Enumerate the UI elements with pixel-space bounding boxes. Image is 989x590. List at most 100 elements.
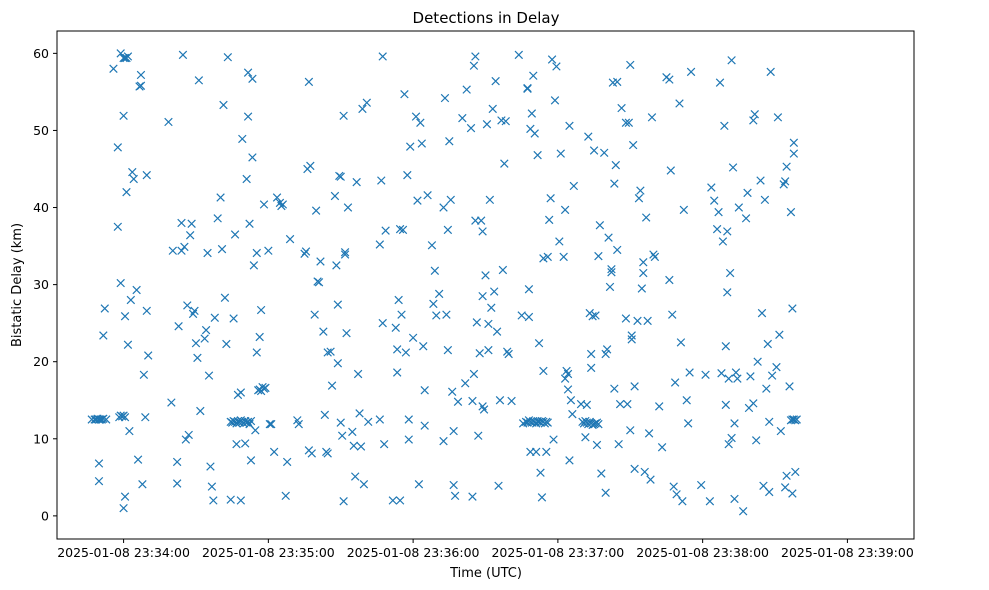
data-point bbox=[523, 84, 532, 94]
data-point bbox=[617, 103, 626, 113]
data-point bbox=[560, 205, 570, 215]
data-point bbox=[749, 399, 758, 408]
data-point bbox=[582, 400, 592, 410]
data-point bbox=[413, 196, 422, 205]
data-point bbox=[665, 75, 674, 84]
data-point bbox=[552, 62, 561, 71]
data-point bbox=[646, 475, 655, 484]
data-point bbox=[311, 206, 321, 215]
data-point bbox=[605, 282, 615, 292]
data-point bbox=[100, 304, 109, 313]
data-point bbox=[601, 488, 610, 497]
data-point bbox=[672, 490, 681, 499]
data-point bbox=[484, 319, 493, 329]
data-point bbox=[569, 181, 579, 191]
data-point bbox=[191, 338, 201, 348]
data-point bbox=[304, 77, 314, 87]
data-point bbox=[323, 449, 332, 458]
data-point bbox=[544, 215, 554, 225]
data-point bbox=[194, 76, 204, 85]
data-point bbox=[432, 311, 441, 320]
data-point bbox=[482, 120, 492, 129]
data-point bbox=[261, 383, 270, 393]
data-point bbox=[627, 331, 636, 340]
data-point bbox=[443, 345, 453, 355]
data-point bbox=[243, 112, 253, 121]
data-point bbox=[327, 381, 337, 390]
data-point bbox=[392, 345, 402, 354]
data-point bbox=[710, 196, 719, 205]
data-point bbox=[507, 396, 516, 406]
data-point bbox=[379, 439, 389, 449]
data-point bbox=[272, 193, 282, 202]
data-point bbox=[782, 471, 791, 481]
data-point bbox=[142, 306, 151, 316]
data-point bbox=[537, 493, 547, 502]
data-point bbox=[568, 409, 577, 419]
data-point bbox=[301, 247, 311, 256]
data-point bbox=[419, 342, 428, 351]
data-point bbox=[184, 430, 193, 440]
data-point bbox=[340, 248, 350, 257]
data-point bbox=[610, 384, 619, 393]
data-point bbox=[251, 426, 260, 435]
data-point bbox=[245, 219, 254, 228]
data-point bbox=[775, 330, 784, 339]
data-point bbox=[187, 219, 196, 228]
data-point bbox=[196, 406, 205, 416]
data-point bbox=[639, 268, 648, 278]
data-point bbox=[488, 104, 497, 114]
data-point bbox=[627, 335, 636, 344]
data-point bbox=[657, 443, 667, 452]
data-point bbox=[391, 323, 400, 333]
data-point bbox=[316, 257, 325, 266]
data-point bbox=[730, 419, 739, 428]
data-point bbox=[181, 435, 191, 444]
y-axis-label: Bistatic Delay (km) bbox=[10, 223, 25, 347]
data-point bbox=[762, 384, 771, 393]
data-point bbox=[549, 435, 558, 444]
data-point bbox=[400, 89, 409, 99]
x-tick-label: 2025-01-08 23:39:00 bbox=[781, 545, 914, 560]
data-point bbox=[789, 149, 799, 158]
data-point bbox=[765, 487, 774, 497]
data-point bbox=[517, 311, 526, 320]
data-point bbox=[727, 433, 736, 443]
data-point bbox=[99, 331, 108, 340]
y-axis-ticks: 0 10 20 30 40 50 60 bbox=[33, 46, 57, 523]
data-point bbox=[119, 111, 128, 121]
data-point bbox=[741, 214, 751, 223]
data-point bbox=[760, 195, 770, 205]
data-point bbox=[120, 311, 130, 321]
data-point bbox=[725, 268, 735, 278]
data-point bbox=[647, 113, 657, 122]
data-point bbox=[714, 207, 723, 217]
data-point bbox=[630, 464, 639, 474]
data-point bbox=[559, 252, 568, 262]
data-point bbox=[599, 148, 609, 158]
data-point bbox=[633, 316, 642, 326]
data-point bbox=[682, 396, 691, 405]
data-point bbox=[430, 266, 440, 275]
data-point bbox=[789, 138, 799, 147]
data-point bbox=[229, 314, 238, 323]
data-point bbox=[285, 234, 295, 244]
data-point bbox=[485, 195, 495, 205]
data-point bbox=[665, 275, 674, 285]
data-point bbox=[442, 310, 451, 319]
data-point bbox=[420, 421, 429, 430]
data-point bbox=[469, 61, 479, 70]
data-point bbox=[217, 244, 227, 254]
data-point bbox=[129, 174, 138, 184]
data-point bbox=[604, 233, 613, 242]
data-point bbox=[323, 348, 332, 357]
data-point bbox=[240, 439, 250, 448]
data-point bbox=[339, 111, 348, 121]
data-point bbox=[326, 347, 335, 356]
data-point bbox=[644, 429, 654, 438]
data-point bbox=[730, 494, 739, 504]
data-point bbox=[375, 240, 385, 249]
data-point bbox=[164, 117, 173, 127]
data-point bbox=[265, 419, 275, 429]
data-point bbox=[330, 191, 340, 201]
